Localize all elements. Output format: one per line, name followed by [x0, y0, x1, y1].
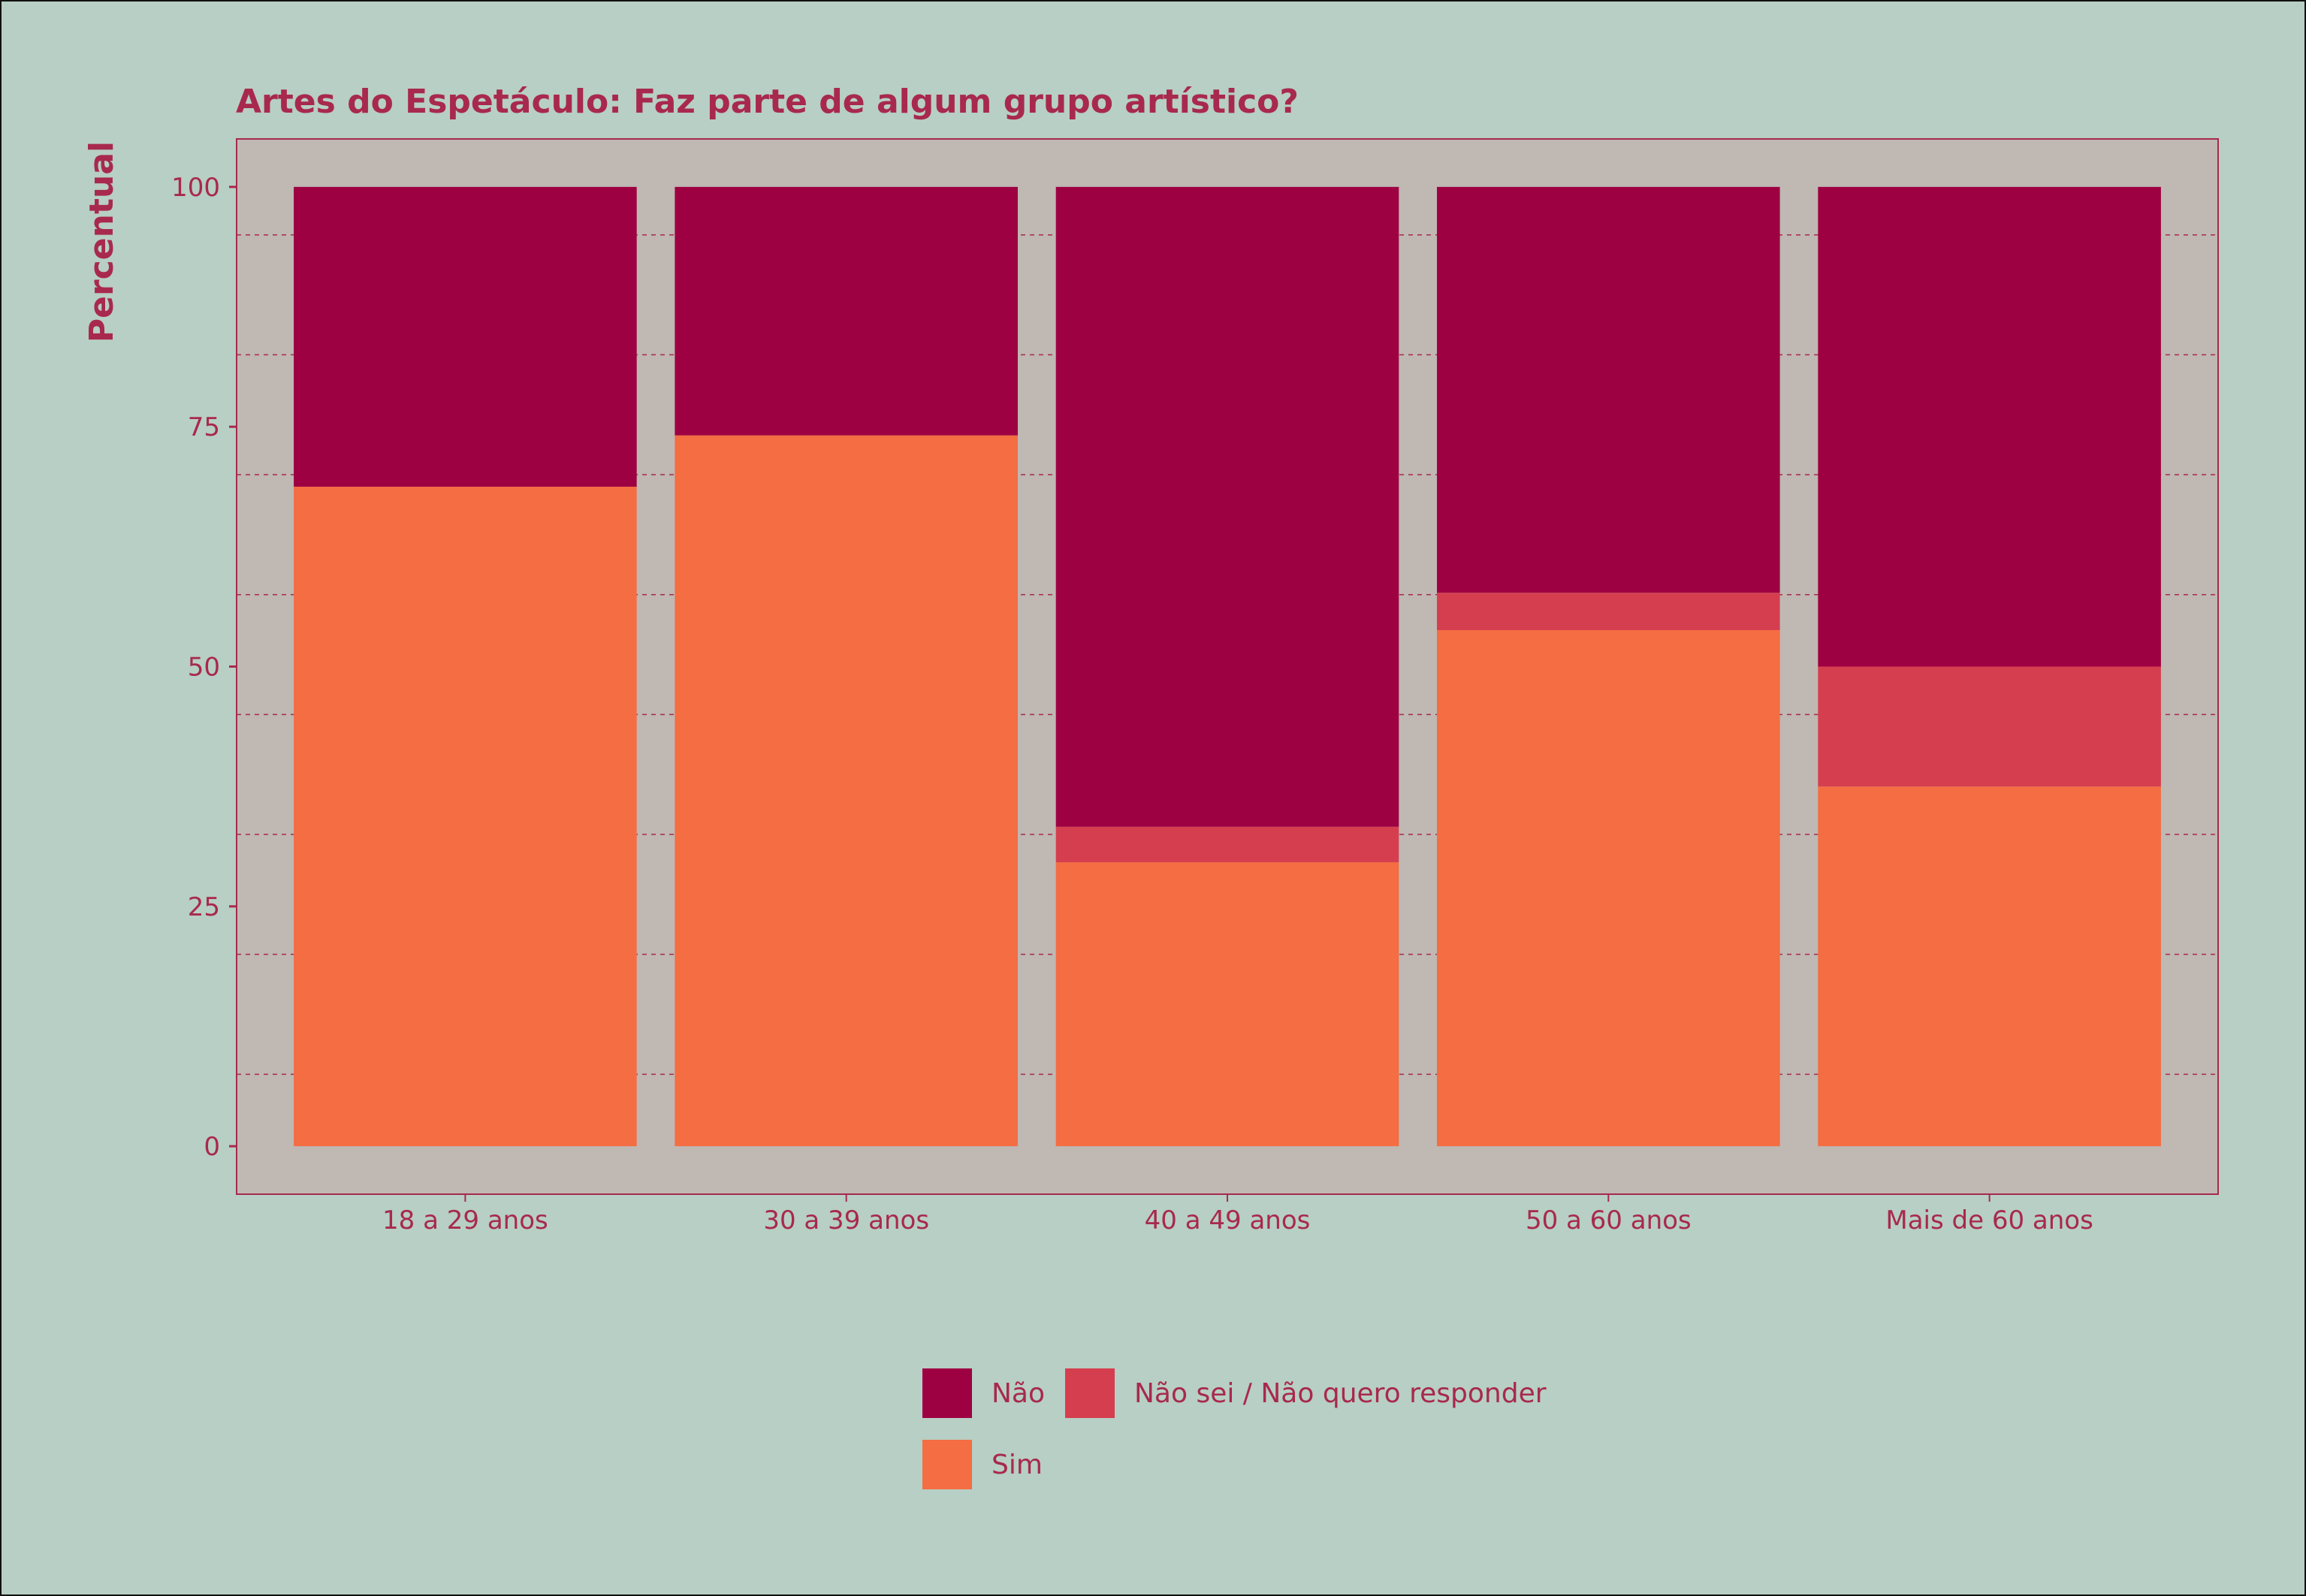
x-tick-label: 18 a 29 anos	[382, 1205, 548, 1235]
bars	[294, 186, 2161, 1147]
y-tick-label: 25	[188, 892, 220, 922]
bar-segment	[1818, 786, 2161, 1147]
legend-swatch	[922, 1368, 972, 1418]
bar-segment	[1437, 593, 1780, 630]
y-axis-label: Percentual	[83, 141, 121, 342]
bar-segment	[675, 435, 1018, 1147]
y-tick-label: 100	[171, 173, 220, 203]
bar-segment	[1055, 826, 1399, 863]
bar-segment	[294, 186, 637, 487]
bar-segment	[1437, 186, 1780, 593]
legend-swatch	[1065, 1368, 1115, 1418]
x-tick-label: 40 a 49 anos	[1145, 1205, 1311, 1235]
legend-swatch	[922, 1440, 972, 1489]
legend-label: Sim	[992, 1450, 1043, 1480]
legend-label: Não sei / Não quero responder	[1134, 1378, 1547, 1409]
x-tick-label: 50 a 60 anos	[1526, 1205, 1692, 1235]
bar-segment	[1055, 186, 1399, 827]
x-tick-label: 30 a 39 anos	[763, 1205, 929, 1235]
y-tick-label: 50	[188, 653, 220, 683]
legend-label: Não	[992, 1378, 1045, 1409]
bar-segment	[1818, 666, 2161, 787]
x-tick-label: Mais de 60 anos	[1885, 1205, 2093, 1235]
bar-segment	[675, 186, 1018, 436]
chart-title: Artes do Espetáculo: Faz parte de algum …	[236, 83, 1299, 121]
bar-segment	[1818, 186, 2161, 667]
legend: Não Não sei / Não quero responder Sim	[922, 1368, 1547, 1489]
bar-segment	[294, 487, 637, 1147]
y-tick-label: 0	[204, 1132, 220, 1162]
y-axis: 0 25 50 75 100	[171, 173, 237, 1162]
y-tick-label: 75	[188, 412, 220, 442]
x-axis: 18 a 29 anos 30 a 39 anos 40 a 49 anos 50 a…	[382, 1194, 2093, 1235]
bar-segment	[1055, 862, 1399, 1147]
bar-segment	[1437, 629, 1780, 1147]
